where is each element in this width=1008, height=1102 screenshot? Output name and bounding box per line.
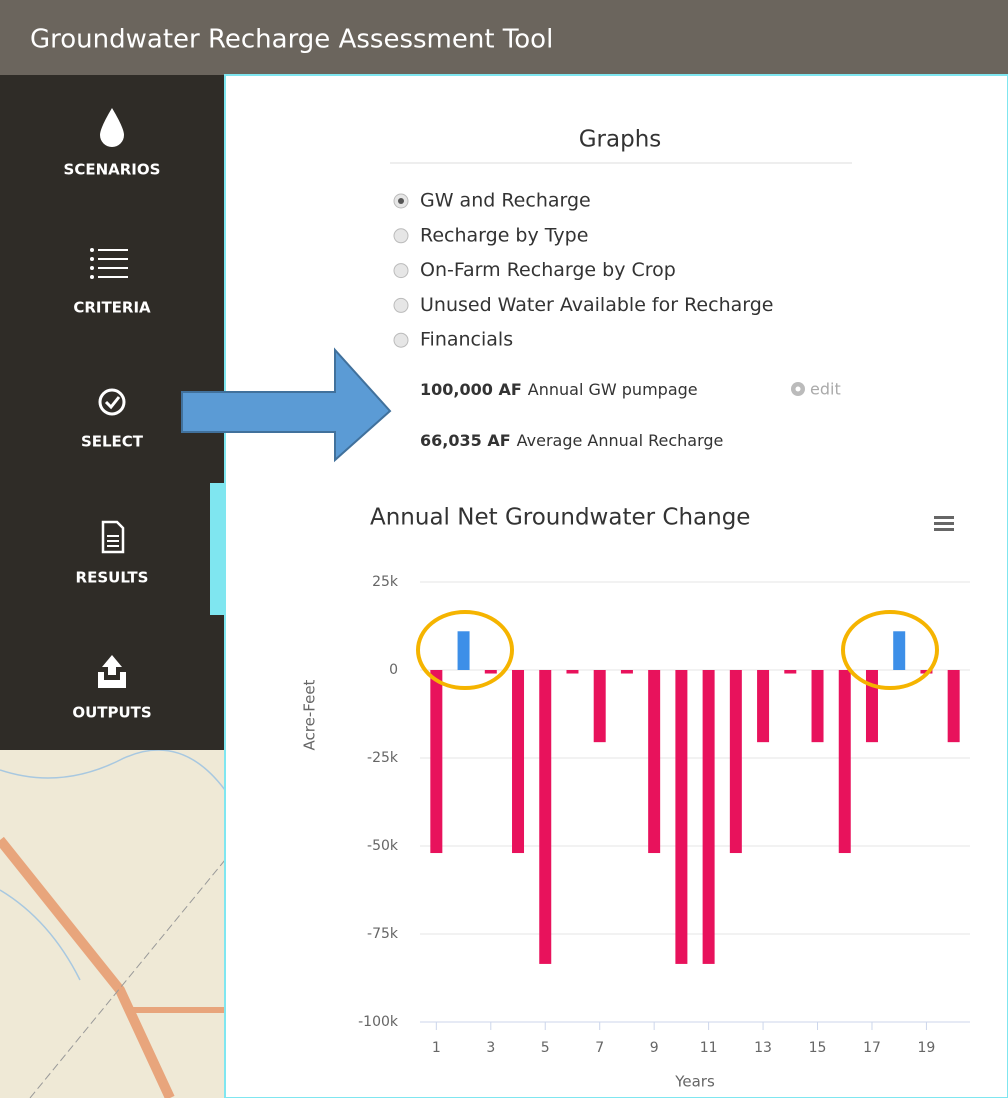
x-tick-label: 9 [650, 1040, 659, 1056]
bar [947, 670, 960, 743]
bar [865, 670, 878, 743]
app-title: Groundwater Recharge Assessment Tool [30, 25, 553, 55]
radio-label[interactable]: GW and Recharge [420, 190, 591, 212]
y-tick-label: -25k [367, 750, 399, 766]
radio[interactable] [393, 297, 409, 313]
panel [224, 74, 1008, 1099]
x-tick-label: 1 [432, 1040, 441, 1056]
bar [757, 670, 770, 743]
nav-label[interactable]: RESULTS [76, 569, 149, 587]
x-tick-label: 19 [918, 1040, 936, 1056]
stat-value: 66,035 AF [420, 431, 511, 450]
x-tick-label: 15 [809, 1040, 827, 1056]
y-tick-label: -100k [358, 1014, 399, 1030]
x-tick-label: 3 [486, 1040, 495, 1056]
map-river [0, 889, 81, 981]
x-axis-label: Years [674, 1073, 715, 1091]
bar [539, 670, 552, 964]
y-tick-label: -75k [367, 926, 399, 942]
chart-menu[interactable] [934, 516, 954, 531]
edit-link[interactable]: edit [810, 380, 841, 399]
bar [566, 670, 579, 674]
icon-upload[interactable] [98, 655, 126, 688]
radio[interactable] [393, 263, 409, 279]
bar [593, 670, 606, 743]
x-tick-label: 11 [700, 1040, 718, 1056]
bar [430, 670, 443, 854]
radio-label[interactable]: On-Farm Recharge by Crop [420, 259, 676, 281]
chart-title: Annual Net Groundwater Change [370, 505, 750, 531]
icon-check[interactable] [98, 388, 126, 416]
bar [729, 670, 742, 854]
y-tick-label: 0 [389, 662, 398, 678]
radio[interactable] [393, 228, 409, 244]
bar [675, 670, 688, 964]
map-river [0, 749, 226, 791]
highlight-circle [416, 610, 514, 690]
radio-dot[interactable] [398, 198, 404, 204]
map-road [0, 836, 175, 1101]
x-tick-label: 5 [541, 1040, 550, 1056]
nav-label[interactable]: SELECT [81, 433, 144, 451]
bar [702, 670, 715, 964]
graphs-heading: Graphs [579, 127, 662, 153]
bar [484, 670, 497, 674]
bar [512, 670, 525, 854]
bar [811, 670, 824, 743]
active-tab [210, 483, 225, 615]
header [0, 0, 1008, 75]
stat: 66,035 AF Average Annual Recharge [420, 431, 723, 450]
bar [893, 631, 906, 670]
icon-list[interactable] [90, 248, 128, 279]
bar [648, 670, 661, 854]
nav-label[interactable]: CRITERIA [73, 299, 151, 317]
highlight-circle [841, 610, 939, 690]
bar [457, 631, 470, 670]
callout-arrow [181, 347, 392, 463]
stat-label: Average Annual Recharge [517, 431, 724, 450]
icon-doc[interactable] [101, 520, 125, 554]
radio-label[interactable]: Recharge by Type [420, 224, 588, 246]
stat-value: 100,000 AF [420, 380, 522, 399]
x-tick-label: 17 [863, 1040, 881, 1056]
stat-label: Annual GW pumpage [528, 380, 698, 399]
x-tick-label: 7 [595, 1040, 604, 1056]
y-tick-label: 25k [372, 574, 399, 590]
bar [620, 670, 633, 674]
nav-label[interactable]: SCENARIOS [64, 161, 161, 179]
radio[interactable] [393, 332, 409, 348]
bar [838, 670, 851, 854]
stat: 100,000 AF Annual GW pumpage [420, 380, 698, 399]
icon-drop[interactable] [100, 108, 124, 147]
y-tick-label: -50k [367, 838, 399, 854]
nav-label[interactable]: OUTPUTS [72, 704, 151, 722]
y-axis-label: Acre-Feet [301, 679, 319, 750]
bar [784, 670, 797, 674]
map-line [29, 859, 226, 1099]
radio-label[interactable]: Financials [420, 329, 513, 351]
x-tick-label: 13 [754, 1040, 772, 1056]
icon-gear[interactable] [791, 382, 805, 396]
radio-label[interactable]: Unused Water Available for Recharge [420, 294, 774, 316]
